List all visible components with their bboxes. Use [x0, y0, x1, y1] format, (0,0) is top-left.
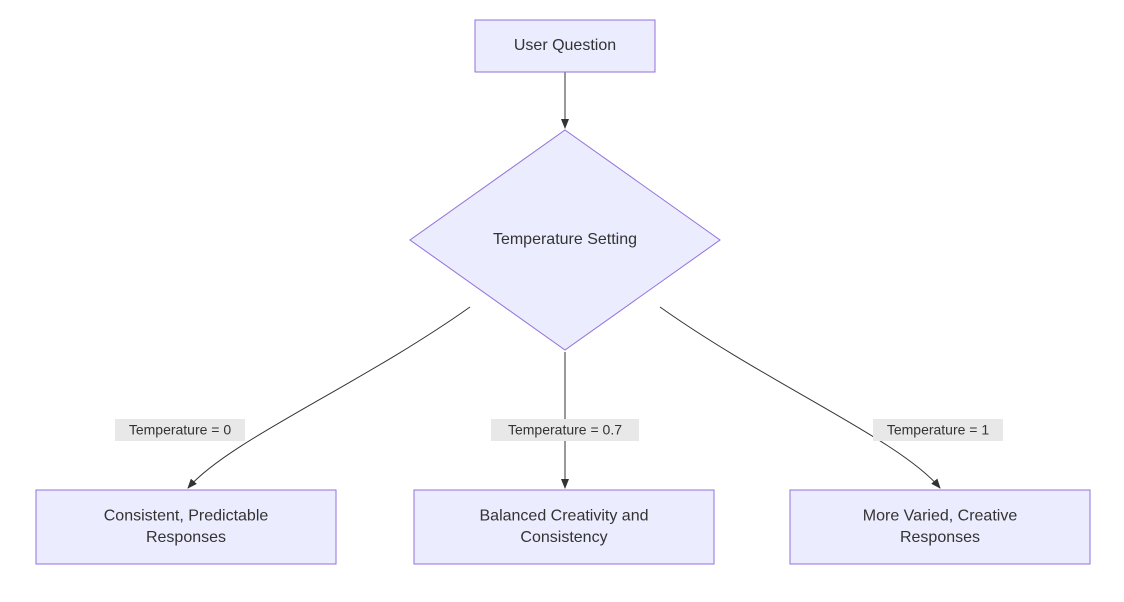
nodes-group: User Question Temperature Setting Consiste…: [36, 20, 1090, 564]
node-label-consistent-line1: Responses: [146, 529, 226, 546]
node-temperature-setting: Temperature Setting: [410, 130, 720, 350]
edge-label-e1: Temperature = 0: [129, 422, 232, 438]
node-rect-balanced: [414, 490, 714, 564]
edge-label-e3: Temperature = 1: [887, 422, 990, 438]
node-rect-varied: [790, 490, 1090, 564]
node-rect-consistent: [36, 490, 336, 564]
node-label-temperature-setting-line0: Temperature Setting: [493, 231, 637, 248]
node-label-user-question-line0: User Question: [514, 37, 616, 54]
edge-label-e2: Temperature = 0.7: [508, 422, 622, 438]
node-varied: More Varied, Creative Responses: [790, 490, 1090, 564]
edge-e3: [660, 307, 940, 488]
node-label-balanced-line0: Balanced Creativity and: [480, 507, 649, 524]
node-label-balanced-line1: Consistency: [520, 529, 607, 546]
edge-e1: [188, 307, 470, 488]
node-balanced: Balanced Creativity and Consistency: [414, 490, 714, 564]
node-label-varied-line1: Responses: [900, 529, 980, 546]
node-consistent: Consistent, Predictable Responses: [36, 490, 336, 564]
flowchart-canvas: User Question Temperature Setting Consiste…: [0, 0, 1124, 602]
node-user-question: User Question: [475, 20, 655, 72]
node-label-consistent-line0: Consistent, Predictable: [104, 507, 269, 524]
edge-labels-group: Temperature = 0 Temperature = 0.7 Temperat…: [115, 419, 1003, 441]
node-label-varied-line0: More Varied, Creative: [863, 507, 1018, 524]
